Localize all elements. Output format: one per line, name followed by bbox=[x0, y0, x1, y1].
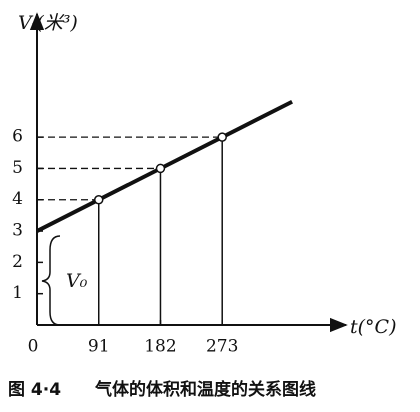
y-tick-label: 5 bbox=[12, 158, 23, 178]
y-tick-label: 1 bbox=[12, 283, 23, 303]
y-tick-label: 2 bbox=[12, 252, 23, 272]
y-tick-label: 3 bbox=[12, 221, 23, 241]
x-tick-label: 0 bbox=[28, 337, 39, 357]
x-axis-label: t(°C) bbox=[350, 316, 397, 338]
y-axis-label: Vₜ(米³) bbox=[18, 12, 78, 34]
x-tick-label: 91 bbox=[88, 337, 110, 357]
point bbox=[217, 132, 227, 142]
x-tick-label: 182 bbox=[144, 337, 176, 357]
caption: 图 4·4 气体的体积和温度的关系图线 bbox=[8, 379, 316, 400]
point bbox=[93, 194, 104, 205]
annotation: V₀ bbox=[66, 270, 88, 292]
y-tick-label: 6 bbox=[12, 127, 23, 147]
brace bbox=[41, 235, 61, 326]
point bbox=[155, 163, 166, 174]
y-tick-label: 4 bbox=[12, 189, 23, 209]
x-tick-label: 273 bbox=[206, 337, 238, 357]
